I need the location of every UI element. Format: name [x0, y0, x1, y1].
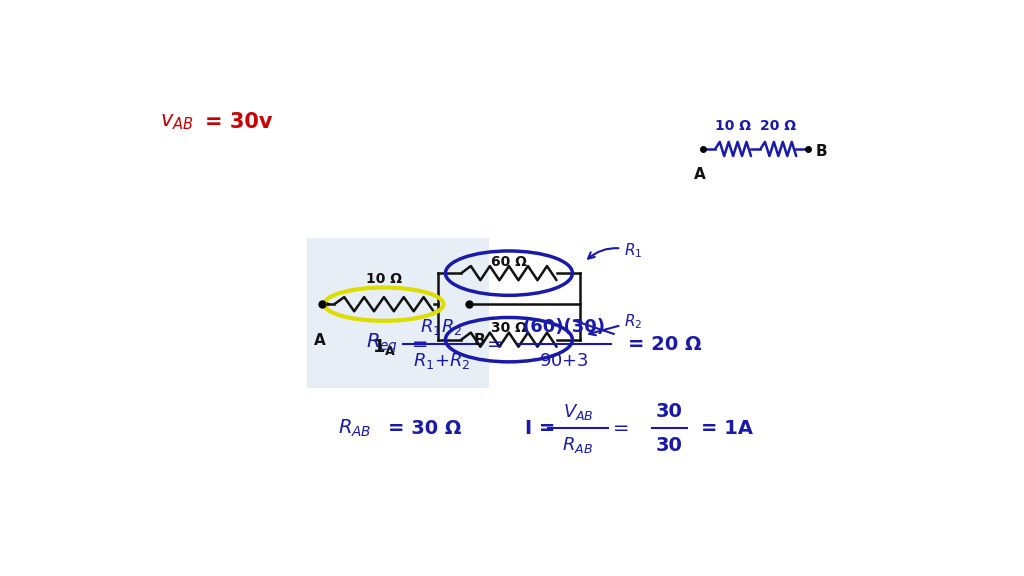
Text: = 30v: = 30v	[205, 112, 272, 132]
Text: =: =	[487, 335, 504, 354]
Text: $90{+}3$: $90{+}3$	[540, 352, 590, 370]
Text: 30: 30	[655, 435, 683, 454]
Text: B: B	[816, 143, 827, 158]
Text: $R_{AB}$: $R_{AB}$	[338, 418, 372, 439]
Text: 30 Ω: 30 Ω	[490, 321, 527, 335]
FancyBboxPatch shape	[306, 238, 489, 388]
Text: $R_1R_2$: $R_1R_2$	[420, 317, 463, 338]
Text: $R_2$: $R_2$	[589, 313, 642, 335]
Text: = 20 Ω: = 20 Ω	[628, 335, 701, 354]
Text: =: =	[613, 419, 630, 438]
Text: $R_{AB}$: $R_{AB}$	[562, 435, 594, 455]
Text: $R_1$: $R_1$	[588, 241, 642, 260]
Text: $R_1{+}R_2$: $R_1{+}R_2$	[413, 351, 470, 371]
Text: A: A	[693, 166, 706, 181]
Text: $V_{AB}$: $V_{AB}$	[562, 401, 593, 422]
Text: I =: I =	[524, 419, 555, 438]
Text: $R_{eq}$: $R_{eq}$	[367, 332, 398, 357]
Text: = 30 Ω: = 30 Ω	[387, 419, 461, 438]
Text: $\mathbf{1_A}$: $\mathbf{1_A}$	[372, 338, 396, 358]
Text: 60 Ω: 60 Ω	[490, 255, 527, 268]
Text: B: B	[473, 333, 484, 348]
Text: (60)(30): (60)(30)	[523, 319, 606, 336]
Text: 10 Ω: 10 Ω	[715, 119, 752, 134]
Text: 10 Ω: 10 Ω	[366, 272, 402, 286]
Text: 30: 30	[655, 402, 683, 421]
Text: A: A	[314, 333, 326, 348]
Text: $v_{AB}$: $v_{AB}$	[160, 112, 194, 132]
Text: 20 Ω: 20 Ω	[761, 119, 797, 134]
Text: = 1A: = 1A	[701, 419, 753, 438]
Text: =: =	[412, 335, 429, 354]
